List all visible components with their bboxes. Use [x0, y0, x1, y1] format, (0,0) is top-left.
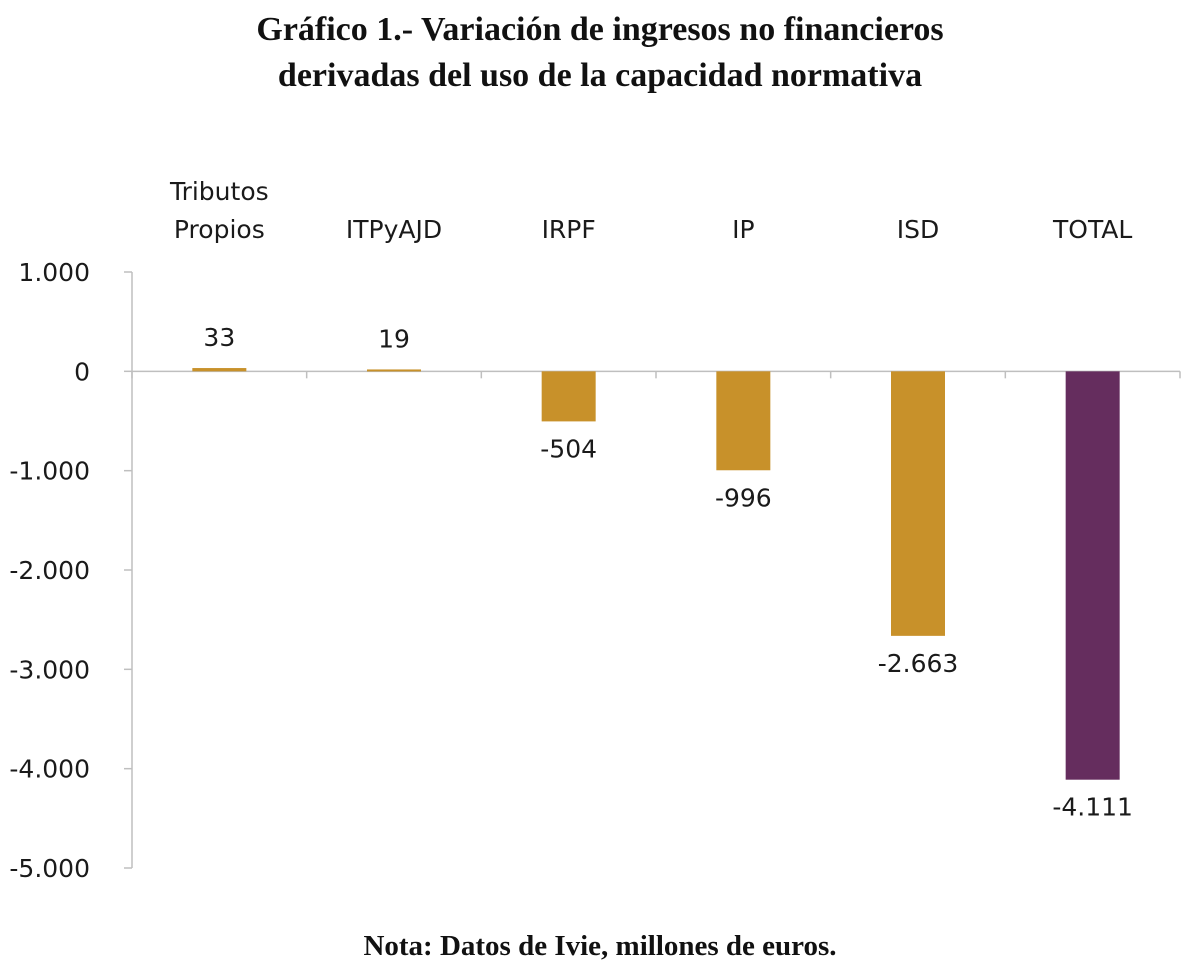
- data-label: -4.111: [1052, 793, 1133, 822]
- data-label: 19: [378, 324, 410, 353]
- bar: [1065, 371, 1120, 780]
- chart-note: Nota: Datos de Ivie, millones de euros.: [363, 930, 837, 962]
- data-label: -504: [540, 434, 597, 463]
- category-label: Propios: [174, 215, 265, 244]
- bar: [367, 369, 421, 372]
- y-tick-label: -2.000: [9, 556, 90, 585]
- y-tick-label: -5.000: [9, 854, 90, 883]
- bar: [541, 371, 596, 422]
- bar: [716, 371, 771, 471]
- y-tick-label: -3.000: [9, 655, 90, 684]
- category-label: IP: [732, 215, 754, 244]
- category-label: ISD: [897, 215, 940, 244]
- category-label: IRPF: [542, 215, 596, 244]
- chart-title-line-1: Gráfico 1.- Variación de ingresos no fin…: [256, 11, 944, 48]
- data-label: -2.663: [878, 649, 959, 678]
- data-label: -996: [715, 483, 772, 512]
- y-tick-label: 1.000: [18, 258, 90, 287]
- bar: [192, 368, 247, 372]
- data-label: 33: [203, 323, 235, 352]
- category-label: TOTAL: [1052, 215, 1132, 244]
- y-tick-label: -4.000: [9, 755, 90, 784]
- y-tick-label: -1.000: [9, 457, 90, 486]
- category-label: Tributos: [169, 177, 269, 206]
- y-tick-label: 0: [74, 357, 90, 386]
- category-label: ITPyAJD: [346, 215, 442, 244]
- chart-title-line-2: derivadas del uso de la capacidad normat…: [277, 57, 923, 94]
- bar: [891, 371, 945, 636]
